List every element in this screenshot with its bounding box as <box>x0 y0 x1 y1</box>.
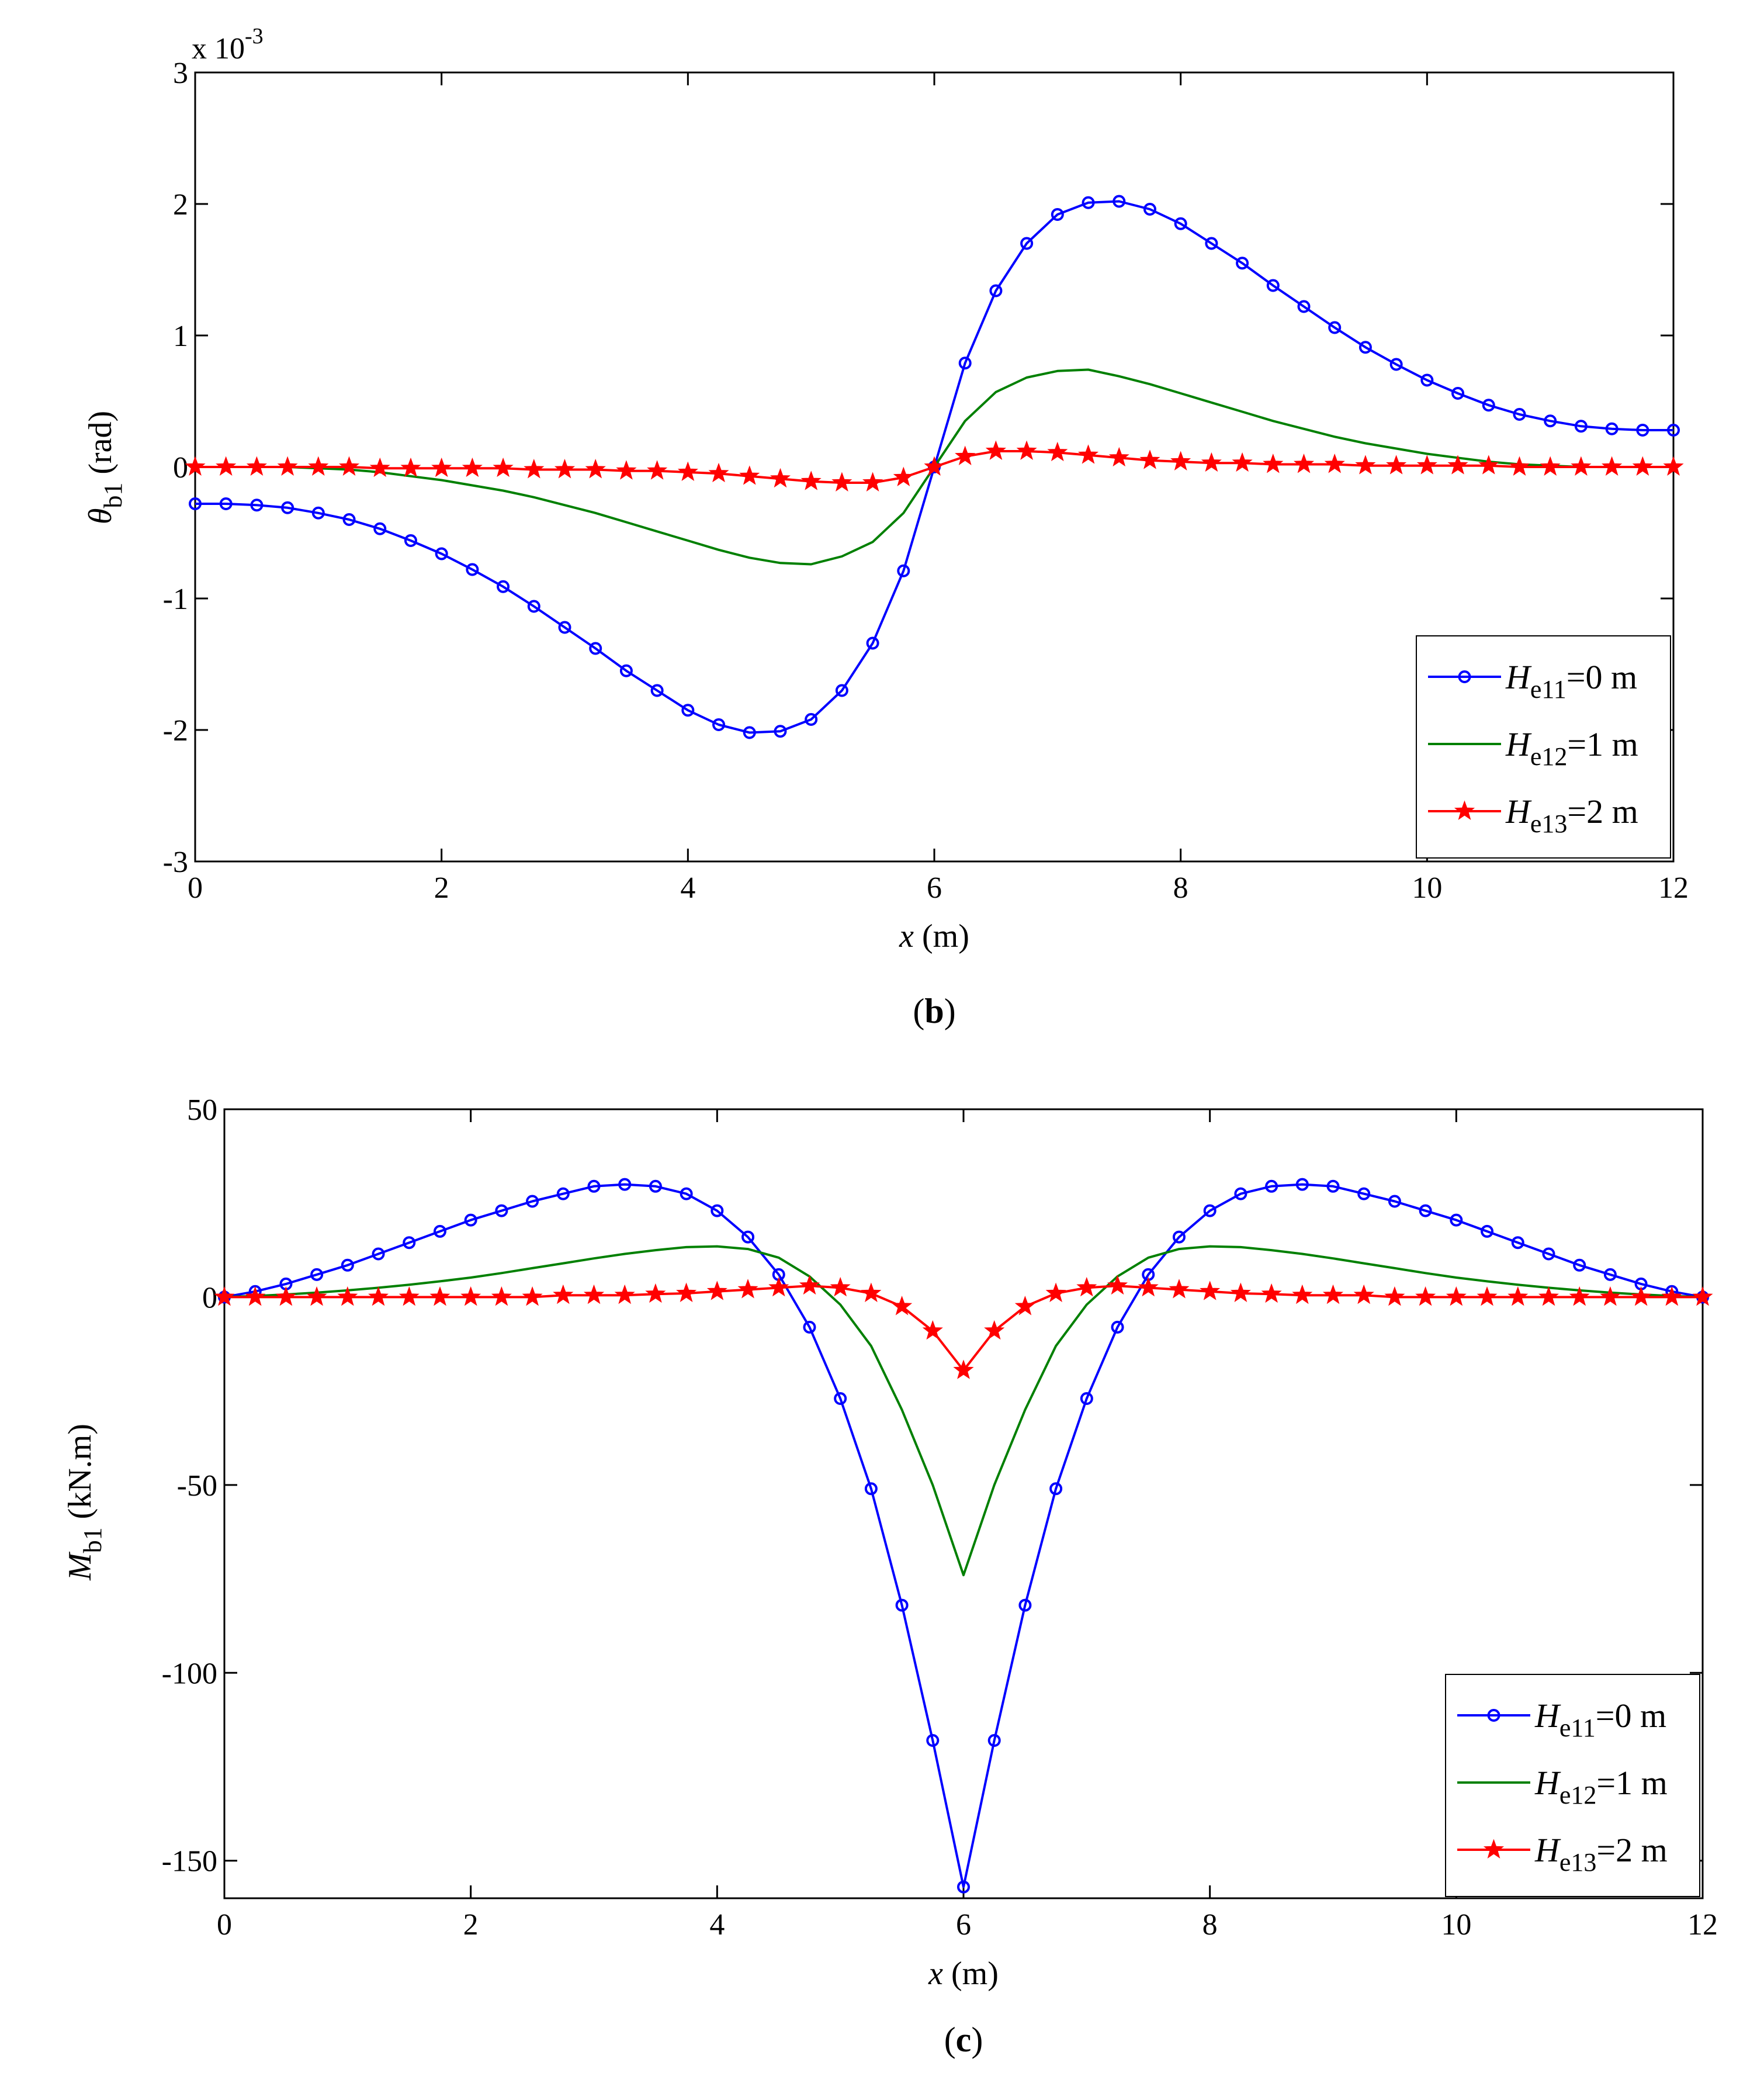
chart-b-caption: (b) <box>913 992 955 1030</box>
chart-b-y-tick-label: 3 <box>173 57 188 90</box>
chart-b-y-tick-label: 1 <box>173 320 188 353</box>
chart-b-xlabel: x (m) <box>899 918 969 954</box>
chart-c-x-tick-label: 0 <box>217 1908 232 1942</box>
chart-c-y-tick-label: -150 <box>162 1845 217 1878</box>
chart-c-caption: (c) <box>944 2020 983 2059</box>
chart-b-x-tick-label: 10 <box>1412 871 1442 905</box>
chart-c-x-tick-label: 4 <box>709 1908 725 1942</box>
chart-b-legend: He11=0 m He12=1 m He13=2 m <box>1416 636 1671 858</box>
chart-c-x-tick-label: 8 <box>1202 1908 1218 1942</box>
chart-b-y-tick-label: 0 <box>173 451 188 484</box>
chart-c-legend: He11=0 mHe12=1 mHe13=2 m <box>1446 1674 1700 1896</box>
chart-b-x-tick-label: 12 <box>1658 871 1689 905</box>
chart-b-x-tick-label: 6 <box>927 871 942 905</box>
chart-c-x-tick-label: 6 <box>956 1908 971 1942</box>
chart-b-x-tick-label: 8 <box>1173 871 1188 905</box>
chart-c: 0 2 4 6 8 10 12 -150 -100 -50 0 50 Mb1 (kN.m) x (m)… <box>62 1093 1718 2059</box>
chart-b-y-multiplier: x 10-3 <box>192 24 264 65</box>
chart-c-y-tick-label: 0 <box>202 1281 217 1314</box>
chart-b-x-tick-label: 0 <box>188 871 203 905</box>
figure: 0 2 4 6 8 10 12-3-2-10123 x 10-3 θb1 (rad) x (… <box>0 0 1764 2073</box>
chart-c-y-tick-label: -100 <box>162 1657 217 1690</box>
chart-c-ylabel: Mb1 (kN.m) <box>62 1424 107 1581</box>
chart-b-x-tick-label: 2 <box>434 871 449 905</box>
chart-c-x-tick-label: 2 <box>463 1908 479 1942</box>
chart-b-y-tick-label: 2 <box>173 188 188 222</box>
chart-b-y-tick-label: -3 <box>163 846 188 879</box>
chart-b-ylabel: θb1 (rad) <box>82 411 127 524</box>
chart-c-y-tick-label: -50 <box>177 1469 217 1503</box>
chart-b-y-tick-label: -1 <box>163 583 188 616</box>
chart-c-x-tick-label: 12 <box>1687 1908 1718 1942</box>
chart-b-x-tick-label: 4 <box>680 871 695 905</box>
chart-c-y-tick-label: 50 <box>187 1093 217 1127</box>
chart-b-y-tick-label: -2 <box>163 714 188 747</box>
chart-c-x-tick-label: 10 <box>1441 1908 1471 1942</box>
chart-c-xlabel: x (m) <box>928 1956 999 1992</box>
